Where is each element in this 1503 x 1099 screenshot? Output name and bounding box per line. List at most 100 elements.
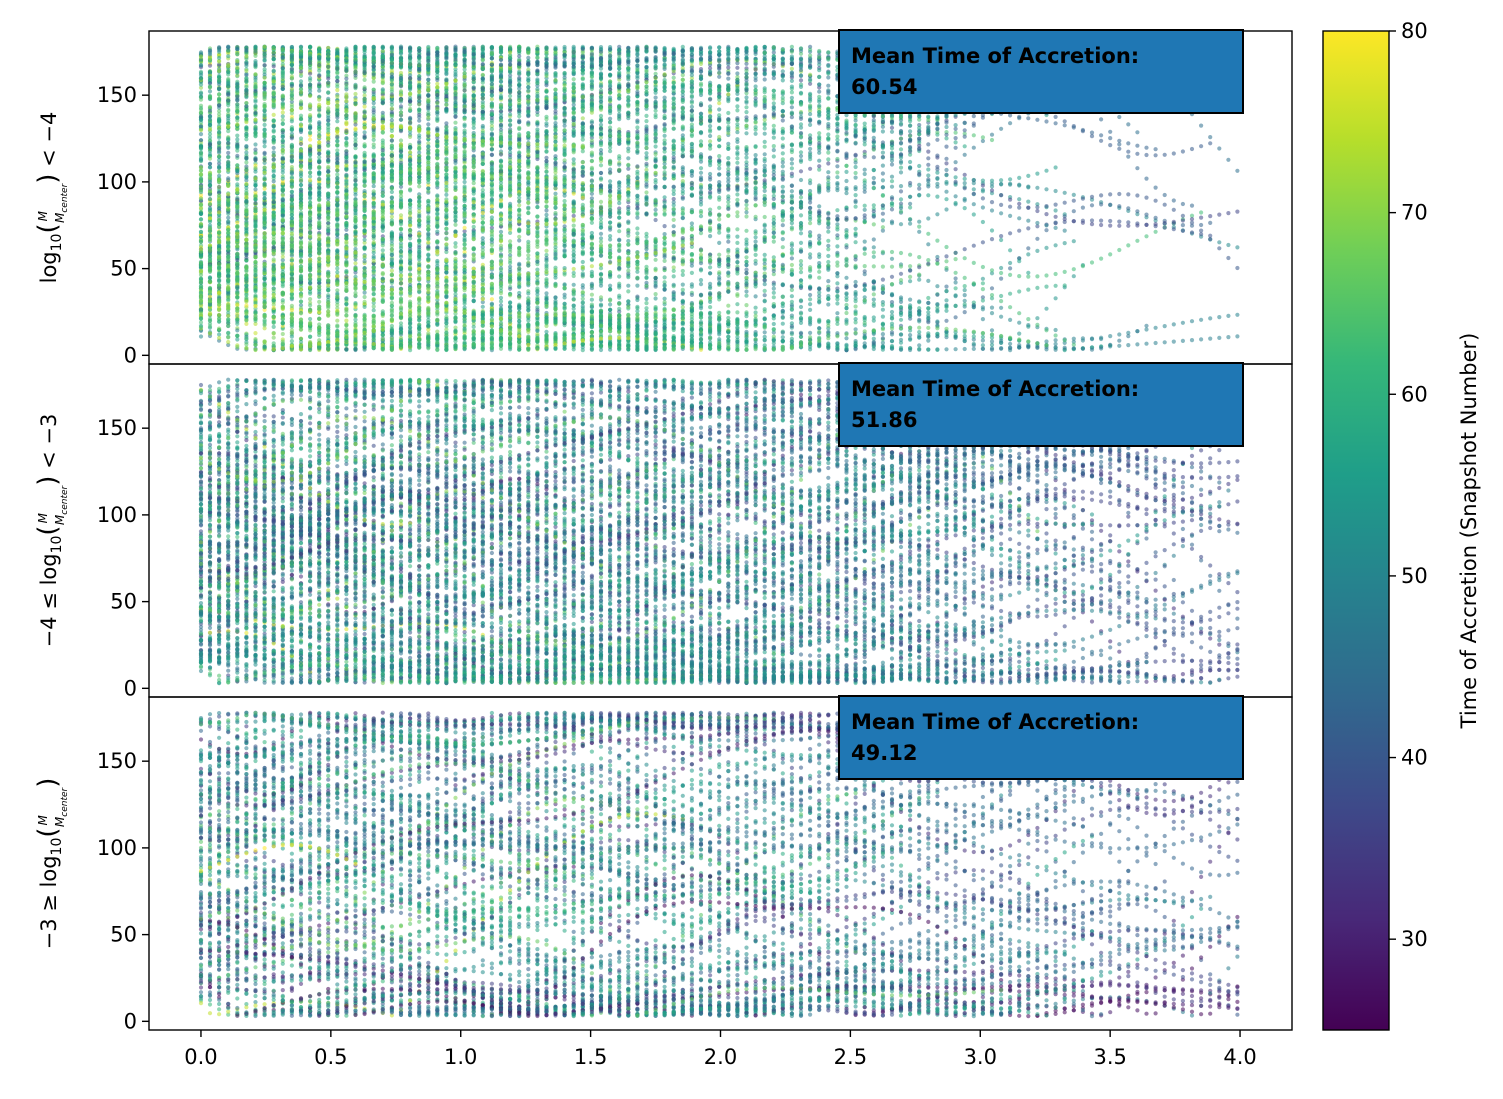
scatter-point <box>308 76 313 81</box>
scatter-point <box>698 166 704 171</box>
scatter-point <box>598 147 604 153</box>
scatter-point <box>962 181 967 186</box>
scatter-point <box>526 197 531 202</box>
scatter-point <box>717 205 722 210</box>
scatter-point <box>617 237 622 242</box>
scatter-point <box>617 215 622 220</box>
scatter-point <box>280 326 285 331</box>
scatter-point <box>789 105 795 110</box>
scatter-point <box>971 346 976 351</box>
scatter-point <box>489 335 494 340</box>
scatter-point <box>1235 312 1240 317</box>
scatter-point <box>762 257 767 262</box>
scatter-point <box>444 172 449 177</box>
scatter-point <box>808 330 813 335</box>
scatter-point <box>889 256 895 261</box>
scatter-point <box>771 144 776 149</box>
scatter-point <box>808 188 813 194</box>
scatter-point <box>908 201 913 206</box>
scatter-point <box>698 278 704 283</box>
scatter-point <box>880 178 886 183</box>
scatter-point <box>953 347 958 352</box>
scatter-point <box>935 176 940 181</box>
scatter-point <box>444 231 449 236</box>
scatter-point <box>1017 320 1022 325</box>
scatter-point <box>462 175 467 180</box>
scatter-point <box>1189 338 1195 343</box>
scatter-point <box>371 79 376 84</box>
scatter-point <box>344 73 349 78</box>
track <box>198 59 376 214</box>
scatter-point <box>280 284 285 289</box>
scatter-point <box>962 284 967 289</box>
scatter-point <box>817 131 822 136</box>
scatter-point <box>480 245 485 250</box>
scatter-point <box>1071 192 1076 197</box>
scatter-point <box>826 170 831 175</box>
scatter-point <box>453 222 458 227</box>
scatter-point <box>717 230 722 235</box>
scatter-point <box>1189 203 1195 208</box>
scatter-point <box>371 291 376 296</box>
scatter-point <box>798 177 804 183</box>
scatter-point <box>771 135 776 140</box>
scatter-point <box>308 334 313 339</box>
scatter-point <box>362 259 367 264</box>
scatter-point <box>1226 242 1231 248</box>
scatter-point <box>762 178 767 183</box>
track <box>198 45 922 154</box>
scatter-point <box>608 237 613 242</box>
scatter-point <box>380 138 385 143</box>
scatter-point <box>753 153 758 158</box>
scatter-point <box>1208 336 1213 341</box>
scatter-point <box>1153 185 1158 190</box>
scatter-point <box>708 305 713 310</box>
scatter-point <box>889 309 895 315</box>
scatter-point <box>817 252 822 257</box>
scatter-point <box>689 76 695 81</box>
scatter-point <box>735 122 740 127</box>
scatter-point <box>235 321 240 326</box>
scatter-point <box>971 337 976 342</box>
scatter-point <box>762 173 767 178</box>
scatter-point <box>1153 340 1158 346</box>
scatter-point <box>1062 241 1067 246</box>
scatter-point <box>626 238 631 244</box>
scatter-point <box>735 144 740 150</box>
scatter-point <box>1035 185 1040 190</box>
scatter-point <box>517 86 522 91</box>
scatter-point <box>971 181 976 186</box>
scatter-point <box>1171 198 1176 203</box>
scatter-point <box>798 270 804 275</box>
scatter-point <box>889 174 895 179</box>
scatter-point <box>871 237 876 242</box>
scatter-point <box>844 191 849 196</box>
scatter-point <box>971 187 976 192</box>
scatter-point <box>1217 315 1222 320</box>
scatter-point <box>571 77 576 82</box>
scatter-point <box>1135 166 1140 171</box>
scatter-point <box>898 184 904 189</box>
scatter-point <box>289 119 294 124</box>
scatter-point <box>1071 339 1076 344</box>
scatter-point <box>744 259 749 264</box>
scatter-point <box>480 304 485 309</box>
scatter-point <box>980 138 986 144</box>
scatter-point <box>362 130 367 135</box>
scatter-point <box>644 234 649 239</box>
scatter-point <box>889 221 895 226</box>
scatter-point <box>753 261 758 266</box>
scatter-point <box>880 321 886 326</box>
scatter-point <box>835 281 840 286</box>
scatter-point <box>835 175 840 180</box>
scatter-point <box>962 333 967 339</box>
scatter-point <box>453 174 458 179</box>
track <box>198 171 613 271</box>
scatter-point <box>671 80 676 86</box>
scatter-point <box>726 156 731 161</box>
scatter-point <box>780 330 785 335</box>
scatter-point <box>744 148 749 153</box>
scatter-point <box>898 222 904 227</box>
scatter-point <box>826 157 831 162</box>
